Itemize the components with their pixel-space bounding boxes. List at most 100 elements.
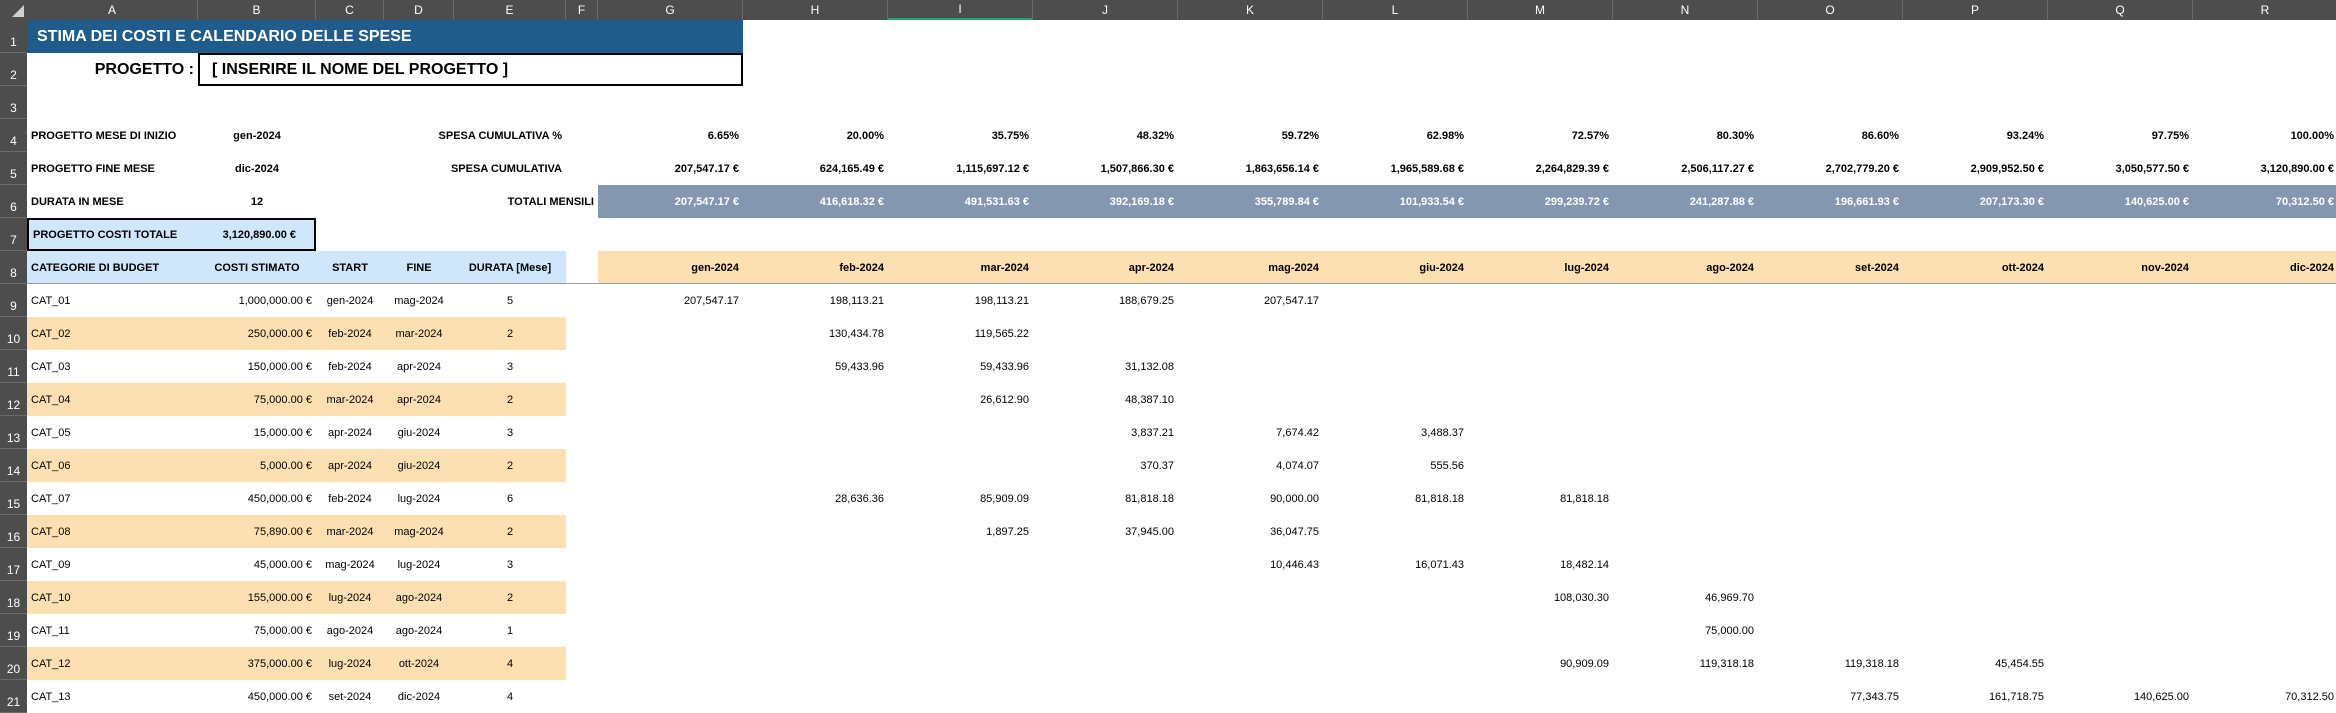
- cumulative-cell[interactable]: 1,965,589.68 €: [1390, 162, 1464, 175]
- category-cost[interactable]: 250,000.00 €: [247, 327, 312, 340]
- monthly-value-cell[interactable]: [1758, 515, 1903, 548]
- monthly-value-cell[interactable]: 555.56: [1430, 459, 1464, 472]
- monthly-value-cell[interactable]: [1033, 614, 1178, 647]
- monthly-value-cell[interactable]: [598, 350, 743, 383]
- monthly-value-cell[interactable]: [1178, 317, 1323, 350]
- cumulative-pct-cell[interactable]: 35.75%: [991, 129, 1029, 142]
- start-month-value[interactable]: gen-2024: [233, 129, 281, 142]
- monthly-value-cell[interactable]: [2193, 416, 2336, 449]
- row-header-20[interactable]: 20: [0, 647, 27, 680]
- category-start[interactable]: mag-2024: [325, 558, 375, 571]
- row-header-19[interactable]: 19: [0, 614, 27, 647]
- monthly-value-cell[interactable]: [1468, 284, 1613, 317]
- cumulative-pct-cell[interactable]: 6.65%: [707, 129, 739, 142]
- category-start[interactable]: lug-2024: [328, 657, 372, 670]
- row-header-16[interactable]: 16: [0, 515, 27, 548]
- monthly-value-cell[interactable]: [2193, 581, 2336, 614]
- monthly-value-cell[interactable]: [1613, 416, 1758, 449]
- column-header-j[interactable]: J: [1033, 0, 1178, 20]
- monthly-value-cell[interactable]: [598, 449, 743, 482]
- monthly-value-cell[interactable]: 75,000.00: [1705, 624, 1754, 637]
- row-header-4[interactable]: 4: [0, 119, 27, 152]
- category-start[interactable]: mar-2024: [326, 393, 374, 406]
- column-header-g[interactable]: G: [598, 0, 743, 20]
- category-name[interactable]: CAT_02: [31, 327, 71, 340]
- monthly-value-cell[interactable]: [598, 416, 743, 449]
- category-end[interactable]: ago-2024: [395, 591, 443, 604]
- category-start[interactable]: feb-2024: [328, 360, 372, 373]
- category-name[interactable]: CAT_06: [31, 459, 71, 472]
- monthly-value-cell[interactable]: [2193, 284, 2336, 317]
- monthly-value-cell[interactable]: 198,113.21: [974, 294, 1029, 307]
- category-end[interactable]: giu-2024: [397, 426, 441, 439]
- category-name[interactable]: CAT_12: [31, 657, 71, 670]
- monthly-value-cell[interactable]: [2048, 284, 2193, 317]
- category-duration[interactable]: 4: [506, 690, 514, 703]
- monthly-value-cell[interactable]: [1323, 647, 1468, 680]
- monthly-value-cell[interactable]: [743, 614, 888, 647]
- monthly-value-cell[interactable]: [1613, 383, 1758, 416]
- column-header-i[interactable]: I: [888, 0, 1033, 20]
- monthly-value-cell[interactable]: [1468, 317, 1613, 350]
- monthly-value-cell[interactable]: [598, 581, 743, 614]
- monthly-value-cell[interactable]: 207,547.17: [1263, 294, 1319, 307]
- monthly-value-cell[interactable]: [1323, 383, 1468, 416]
- monthly-value-cell[interactable]: 119,318.18: [1844, 657, 1899, 670]
- category-cost[interactable]: 450,000.00 €: [247, 492, 312, 505]
- category-cost[interactable]: 375,000.00 €: [247, 657, 312, 670]
- row-header-17[interactable]: 17: [0, 548, 27, 581]
- monthly-value-cell[interactable]: [598, 515, 743, 548]
- column-header-b[interactable]: B: [198, 0, 316, 20]
- row-header-7[interactable]: 7: [0, 218, 27, 251]
- monthly-value-cell[interactable]: 188,679.25: [1118, 294, 1174, 307]
- cumulative-cell[interactable]: 3,120,890.00 €: [2260, 162, 2334, 175]
- monthly-value-cell[interactable]: [2193, 548, 2336, 581]
- column-header-p[interactable]: P: [1903, 0, 2048, 20]
- monthly-value-cell[interactable]: [1323, 515, 1468, 548]
- monthly-value-cell[interactable]: 108,030.30: [1553, 591, 1609, 604]
- monthly-value-cell[interactable]: [888, 449, 1033, 482]
- monthly-value-cell[interactable]: [2193, 647, 2336, 680]
- category-cost[interactable]: 5,000.00 €: [260, 459, 312, 472]
- cumulative-pct-cell[interactable]: 86.60%: [1861, 129, 1899, 142]
- total-cost-value[interactable]: 3,120,890.00 €: [222, 228, 296, 241]
- row-header-5[interactable]: 5: [0, 152, 27, 185]
- monthly-value-cell[interactable]: [1758, 350, 1903, 383]
- cumulative-pct-cell[interactable]: 80.30%: [1716, 129, 1754, 142]
- column-header-f[interactable]: F: [566, 0, 598, 20]
- monthly-value-cell[interactable]: [743, 581, 888, 614]
- category-end[interactable]: giu-2024: [397, 459, 441, 472]
- monthly-value-cell[interactable]: [1323, 317, 1468, 350]
- row-header-8[interactable]: 8: [0, 251, 27, 284]
- monthly-value-cell[interactable]: [1178, 383, 1323, 416]
- monthly-value-cell[interactable]: [1613, 449, 1758, 482]
- monthly-value-cell[interactable]: [888, 614, 1033, 647]
- monthly-value-cell[interactable]: 119,565.22: [974, 327, 1029, 340]
- monthly-value-cell[interactable]: [743, 383, 888, 416]
- column-header-r[interactable]: R: [2193, 0, 2336, 20]
- monthly-value-cell[interactable]: [2048, 449, 2193, 482]
- select-all-button[interactable]: [0, 0, 27, 20]
- column-header-m[interactable]: M: [1468, 0, 1613, 20]
- monthly-total-cell[interactable]: 241,287.88 €: [1689, 195, 1754, 208]
- monthly-value-cell[interactable]: [1758, 449, 1903, 482]
- category-cost[interactable]: 155,000.00 €: [247, 591, 312, 604]
- cumulative-pct-cell[interactable]: 62.98%: [1426, 129, 1464, 142]
- column-header-d[interactable]: D: [384, 0, 454, 20]
- monthly-value-cell[interactable]: 7,674.42: [1276, 426, 1319, 439]
- monthly-value-cell[interactable]: [1033, 647, 1178, 680]
- monthly-value-cell[interactable]: [1323, 350, 1468, 383]
- monthly-value-cell[interactable]: [1033, 581, 1178, 614]
- monthly-value-cell[interactable]: 3,837.21: [1131, 426, 1174, 439]
- monthly-value-cell[interactable]: 36,047.75: [1270, 525, 1319, 538]
- category-end[interactable]: lug-2024: [397, 492, 441, 505]
- monthly-value-cell[interactable]: [888, 581, 1033, 614]
- category-duration[interactable]: 2: [506, 591, 514, 604]
- monthly-value-cell[interactable]: [1903, 350, 2048, 383]
- monthly-value-cell[interactable]: [1903, 416, 2048, 449]
- monthly-value-cell[interactable]: [2193, 482, 2336, 515]
- cumulative-pct-cell[interactable]: 59.72%: [1281, 129, 1319, 142]
- cumulative-cell[interactable]: 207,547.17 €: [674, 162, 739, 175]
- category-name[interactable]: CAT_10: [31, 591, 71, 604]
- row-header-15[interactable]: 15: [0, 482, 27, 515]
